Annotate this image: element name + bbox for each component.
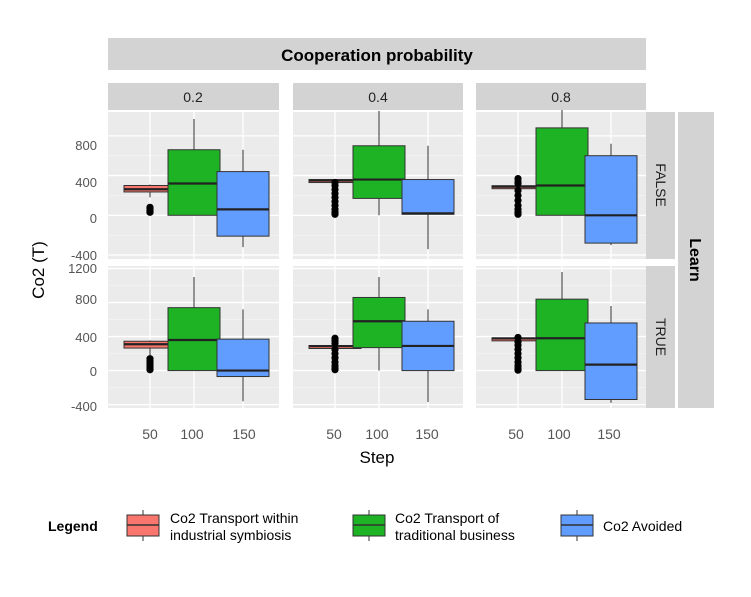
col-strip-1 (293, 83, 463, 110)
legend-key-avoided (560, 510, 594, 541)
row-strip-label-0: FALSE (653, 163, 669, 207)
y-tick-bottom-800: 800 (75, 292, 97, 307)
x-tick-c0-150: 150 (232, 426, 256, 442)
x-axis-title: Step (360, 448, 395, 467)
col-strip-label-2: 0.8 (551, 89, 571, 105)
within-box-r0-c2-outlier-5 (514, 196, 522, 204)
within-box-r1-c2-outlier-9 (514, 366, 522, 374)
y-tick-bottom-neg400: -400 (71, 399, 97, 414)
row-facet-title-strip (678, 112, 714, 408)
legend-label-traditional-1: Co2 Transport of (395, 510, 499, 526)
traditional-box-r1-c2 (535, 298, 589, 372)
x-tick-c1-50: 50 (326, 426, 342, 442)
col-strip-label-0: 0.2 (183, 89, 203, 105)
avoided-box-r0-c2 (584, 155, 638, 244)
y-tick-bottom-400: 400 (75, 330, 97, 345)
within-box-r1-c1-outlier-9 (331, 366, 339, 374)
avoided-box-r0-c0 (216, 171, 270, 237)
legend-key-within (126, 510, 160, 541)
y-tick-bottom-0: 0 (90, 364, 97, 379)
legend-label-within-1: Co2 Transport within (170, 510, 298, 526)
title-strip (108, 38, 646, 70)
row-strip-label-1: TRUE (653, 318, 669, 356)
avoided-box-r1-c2 (584, 322, 638, 400)
y-tick-bottom-1200: 1200 (68, 261, 97, 276)
within-box-r1-c1-outlier-2 (331, 339, 339, 347)
y-tick-top-0: 0 (90, 211, 97, 226)
traditional-box-r0-c1 (352, 145, 406, 199)
col-strip-2 (476, 83, 646, 110)
row-strip-1 (646, 266, 675, 408)
legend-label-traditional-2: traditional business (395, 527, 515, 543)
legend: Legend Co2 Transport within industrial s… (48, 510, 682, 543)
x-tick-c0-50: 50 (142, 426, 158, 442)
chart-title: Cooperation probability (281, 46, 473, 65)
legend-key-traditional (352, 510, 386, 541)
within-box-r0-c2-outlier-9 (514, 210, 522, 218)
within-box-r0-c1-outlier-9 (331, 210, 339, 218)
col-strip-label-1: 0.4 (368, 89, 388, 105)
panels (108, 110, 646, 408)
y-axis-title: Co2 (T) (29, 241, 48, 299)
row-strip-0 (646, 112, 675, 259)
legend-title: Legend (48, 518, 98, 534)
within-box-r1-c0-outlier-5 (146, 366, 154, 374)
traditional-box-r1-c1 (352, 296, 406, 349)
x-tick-c0-100: 100 (180, 426, 204, 442)
x-tick-c1-150: 150 (415, 426, 439, 442)
x-tick-c2-100: 100 (547, 426, 571, 442)
within-box-r0-c2-outlier-2 (514, 179, 522, 188)
x-tick-c2-150: 150 (597, 426, 621, 442)
y-tick-top-400: 400 (75, 175, 97, 190)
within-box-r0-c2-outlier-3 (514, 186, 522, 195)
x-tick-c2-50: 50 (508, 426, 524, 442)
within-box-r0-c2-outlier-4 (514, 191, 522, 200)
x-tick-c1-100: 100 (365, 426, 389, 442)
avoided-box-r0-c1 (401, 179, 455, 215)
row-facet-title: Learn (686, 238, 703, 282)
y-tick-top-800: 800 (75, 138, 97, 153)
legend-label-avoided: Co2 Avoided (603, 518, 682, 534)
traditional-box-r0-c2 (535, 127, 589, 216)
col-strip-0 (108, 83, 279, 110)
within-box-r0-c0-outlier-4 (146, 208, 154, 216)
y-tick-top-neg400: -400 (71, 248, 97, 263)
legend-label-within-2: industrial symbiosis (170, 527, 291, 543)
